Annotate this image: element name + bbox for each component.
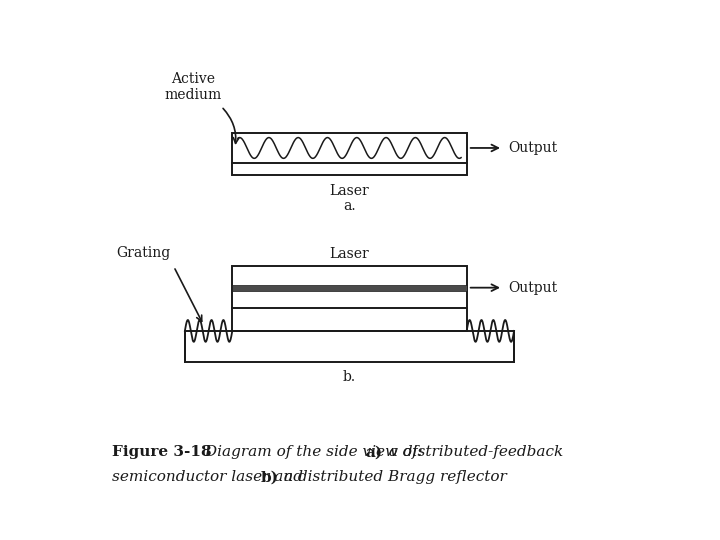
Text: Laser: Laser xyxy=(330,247,369,261)
Text: Output: Output xyxy=(508,141,557,155)
Text: Active
medium: Active medium xyxy=(165,72,222,102)
Text: a.: a. xyxy=(343,199,356,213)
Bar xyxy=(185,331,514,362)
Text: b): b) xyxy=(261,470,279,484)
Text: a distributed Bragg reflector: a distributed Bragg reflector xyxy=(279,470,506,484)
Text: semiconductor laser and: semiconductor laser and xyxy=(112,470,308,484)
Bar xyxy=(233,285,467,291)
Text: Diagram of the side view of:: Diagram of the side view of: xyxy=(200,446,428,459)
Text: a distributed-feedback: a distributed-feedback xyxy=(384,446,563,459)
Bar xyxy=(233,133,467,175)
Text: b.: b. xyxy=(343,370,356,384)
Text: Figure 3-18: Figure 3-18 xyxy=(112,446,212,459)
Text: Grating: Grating xyxy=(116,246,170,260)
Text: Output: Output xyxy=(508,281,557,295)
Text: a): a) xyxy=(366,446,383,459)
Bar xyxy=(233,266,467,308)
Text: Laser: Laser xyxy=(330,184,369,198)
